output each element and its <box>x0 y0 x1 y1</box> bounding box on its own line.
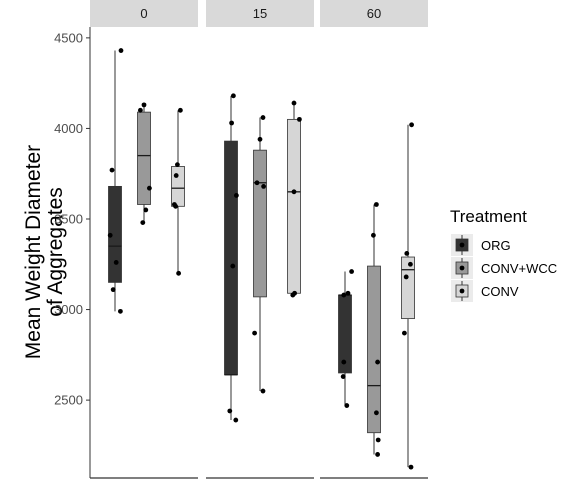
facet-panels: 0 15 60 <box>90 0 428 479</box>
data-point <box>260 388 266 394</box>
box-0-conv <box>171 107 185 276</box>
data-point <box>297 116 302 122</box>
box-0-conv-wcc <box>137 102 152 226</box>
data-point <box>344 403 350 408</box>
data-point <box>230 263 236 269</box>
data-point <box>260 115 266 120</box>
box-60-org <box>338 269 354 408</box>
box-body <box>367 265 381 434</box>
data-point <box>371 232 376 238</box>
data-point <box>375 359 380 365</box>
data-point <box>147 185 152 191</box>
facet-strip-label: 0 <box>140 6 147 21</box>
data-point <box>257 136 263 142</box>
data-point <box>291 100 297 106</box>
data-point <box>409 122 414 128</box>
legend-key-point <box>459 288 465 294</box>
data-point <box>231 93 236 99</box>
y-tick-label: 3000 <box>54 302 83 317</box>
data-point <box>374 202 379 207</box>
box-body <box>287 118 301 294</box>
legend-label: ORG <box>481 238 511 253</box>
facet-panel-60: 60 <box>320 0 428 479</box>
data-point <box>176 270 182 276</box>
data-point <box>252 330 257 336</box>
box-body <box>137 111 151 205</box>
legend-title: Treatment <box>450 207 527 226</box>
facet-panel-15: 15 <box>206 0 314 479</box>
y-axis-title: Mean Weight Diameter of Aggregates <box>22 145 67 359</box>
data-point <box>107 232 113 238</box>
legend-key-point <box>459 242 465 248</box>
data-point <box>291 189 297 195</box>
data-point <box>340 374 346 379</box>
data-point <box>113 260 119 265</box>
box-15-conv-wcc <box>252 115 267 394</box>
data-point <box>140 220 146 226</box>
y-tick-label: 2500 <box>54 393 83 408</box>
legend-item-conv: CONV <box>451 280 519 302</box>
legend-label: CONV <box>481 284 519 299</box>
legend-item-org: ORG <box>451 234 511 256</box>
data-point <box>375 437 381 443</box>
data-point <box>138 107 143 113</box>
data-point <box>374 410 379 416</box>
data-point <box>345 290 351 296</box>
data-point <box>118 48 124 53</box>
data-point <box>341 359 347 365</box>
facet-strip <box>206 0 314 27</box>
data-point <box>349 269 354 274</box>
y-axis: 2500 3000 3500 4000 4500 <box>54 27 91 478</box>
data-point <box>178 107 183 113</box>
data-point <box>229 120 235 126</box>
y-tick-label: 3500 <box>54 211 83 226</box>
facet-strip-label: 15 <box>253 6 267 21</box>
y-tick-label: 4500 <box>54 30 83 45</box>
y-axis-title-line-1: Mean Weight Diameter <box>22 145 45 359</box>
box-body <box>253 149 267 298</box>
data-point <box>408 261 413 267</box>
data-point <box>290 292 296 298</box>
box-15-org <box>224 93 239 423</box>
data-point <box>227 408 233 414</box>
data-point <box>404 251 410 256</box>
y-axis-title-line-2: of Aggregates <box>44 187 67 317</box>
box-body <box>224 140 238 376</box>
data-point <box>141 102 147 108</box>
data-point <box>403 274 409 280</box>
data-point <box>402 330 407 336</box>
legend-item-conv-wcc: CONV+WCC <box>451 257 557 279</box>
data-point <box>254 180 260 186</box>
data-point <box>233 417 239 423</box>
facet-strip <box>320 0 428 27</box>
data-point <box>109 167 115 173</box>
data-point <box>341 292 347 298</box>
data-point <box>110 287 116 293</box>
data-point <box>261 183 266 189</box>
facet-strip <box>90 0 198 27</box>
legend-key-point <box>459 265 465 271</box>
box-body <box>401 256 415 320</box>
data-point <box>143 207 149 213</box>
facet-strip-label: 60 <box>367 6 381 21</box>
box-0-org <box>107 48 124 314</box>
legend-label: CONV+WCC <box>481 261 557 276</box>
data-point <box>408 464 414 470</box>
box-body <box>171 166 185 207</box>
box-60-conv <box>401 122 415 470</box>
data-point <box>173 173 179 178</box>
facet-panel-0: 0 <box>90 0 198 479</box>
data-point <box>173 203 179 209</box>
data-point <box>375 452 380 457</box>
data-point <box>234 193 239 198</box>
data-point <box>118 308 123 314</box>
legend-keys: ORG CONV+WCC CONV <box>451 234 557 302</box>
box-15-conv <box>287 100 302 298</box>
box-60-conv-wcc <box>367 202 381 457</box>
y-tick-label: 4000 <box>54 121 83 136</box>
legend: Treatment ORG CONV+WCC CONV <box>450 207 557 302</box>
data-point <box>175 162 180 168</box>
